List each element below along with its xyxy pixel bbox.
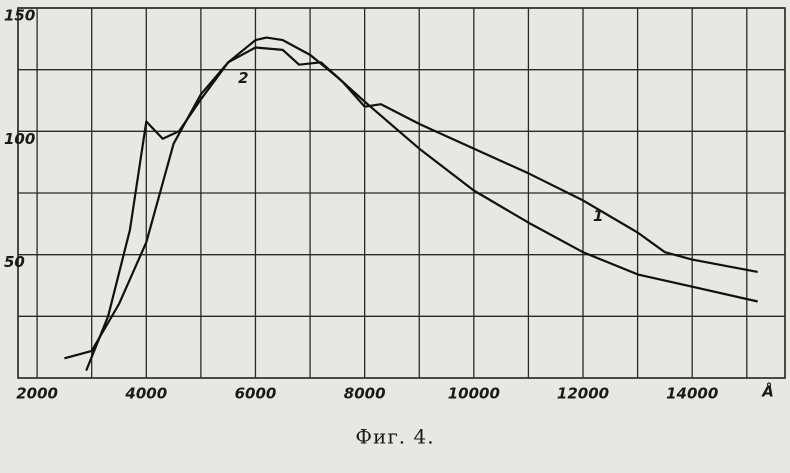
curve: [64, 36, 758, 360]
curve-label: 1: [593, 207, 603, 225]
x-tick-label: 4000: [124, 385, 167, 403]
caption: Фиг. 4.: [355, 425, 434, 449]
x-tick-label: 6000: [235, 385, 277, 403]
x-tick-label: 12000: [557, 385, 609, 403]
x-tick-label: 2000: [16, 385, 58, 403]
curve-label: 2: [238, 69, 248, 87]
x-tick-label: 8000: [344, 385, 386, 403]
y-tick-label: 50: [4, 253, 25, 271]
x-tick-label: 10000: [448, 385, 500, 403]
curve: [85, 46, 758, 372]
x-axis-label: Å: [761, 382, 774, 401]
y-tick-label: 100: [4, 130, 35, 148]
y-tick-label: 150: [4, 7, 35, 25]
x-tick-label: 14000: [666, 385, 718, 403]
